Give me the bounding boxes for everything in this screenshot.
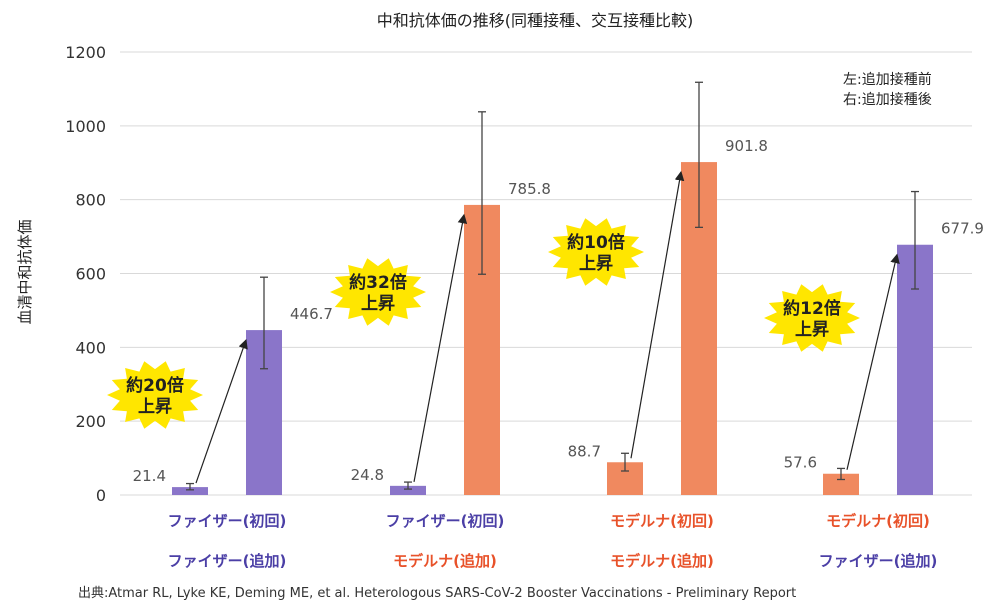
error-bar-after [478,111,486,275]
fold-label: 上昇 [138,397,172,417]
data-label-after: 901.8 [725,137,768,155]
bar-before-booster [823,473,859,495]
increase-arrow [630,170,685,459]
y-tick-label: 800 [75,191,106,210]
error-bar-after [695,81,703,229]
increase-arrow [195,338,248,484]
data-label-after: 446.7 [290,305,333,323]
chart-title: 中和抗体価の推移(同種接種、交互接種比較) [377,11,694,30]
category-label-booster: ファイザー(追加) [819,552,938,570]
fold-burst [107,361,203,429]
error-bar-before [621,452,629,472]
data-label-after: 785.8 [508,180,551,198]
y-tick-label: 1000 [65,117,106,136]
y-tick-label: 200 [75,412,106,431]
error-bar-after [260,276,268,370]
error-bar-before [404,481,412,490]
y-tick-label: 0 [96,486,106,505]
fold-label: 約12倍 [783,298,841,319]
data-label-before: 57.6 [784,454,817,472]
fold-burst [330,258,426,326]
legend-note-right: 右:追加接種後 [843,91,932,108]
y-tick-label: 400 [75,338,106,357]
y-tick-label: 1200 [65,43,106,62]
fold-label: 上昇 [361,294,395,314]
fold-label: 約32倍 [349,272,407,293]
fold-burst [764,284,860,352]
y-tick-label: 600 [75,265,106,284]
fold-label: 約20倍 [126,375,184,396]
y-axis: 0 200 400 600 800 1000 1200 [65,43,106,505]
y-axis-label: 血清中和抗体価 [16,219,34,324]
fold-label: 上昇 [795,320,829,340]
data-label-after: 677.9 [941,220,984,238]
category-label-primary: ファイザー(初回) [168,512,287,530]
bar-groups: 21.4446.7約20倍上昇ファイザー(初回)ファイザー(追加)24.8785… [107,81,984,570]
fold-label: 上昇 [579,254,613,274]
category-label-primary: モデルナ(初回) [610,512,714,530]
fold-burst [548,218,644,286]
legend-note-left: 左:追加接種前 [843,71,932,88]
category-label-primary: モデルナ(初回) [826,512,930,530]
data-label-before: 88.7 [568,442,601,460]
category-label-booster: モデルナ(追加) [393,552,497,570]
data-label-before: 24.8 [351,466,384,484]
error-bar-before [837,467,845,481]
data-label-before: 21.4 [133,467,166,485]
category-label-booster: モデルナ(追加) [610,552,714,570]
error-bar-after [911,190,919,290]
source-citation: 出典:Atmar RL, Lyke KE, Deming ME, et al. … [78,586,797,601]
error-bar-before [186,482,194,491]
bar-before-booster [390,485,426,495]
increase-arrow [846,253,900,470]
bar-before-booster [172,487,208,495]
increase-arrow [413,213,468,482]
category-label-primary: ファイザー(初回) [386,512,505,530]
fold-label: 約10倍 [567,232,625,253]
category-label-booster: ファイザー(追加) [168,552,287,570]
